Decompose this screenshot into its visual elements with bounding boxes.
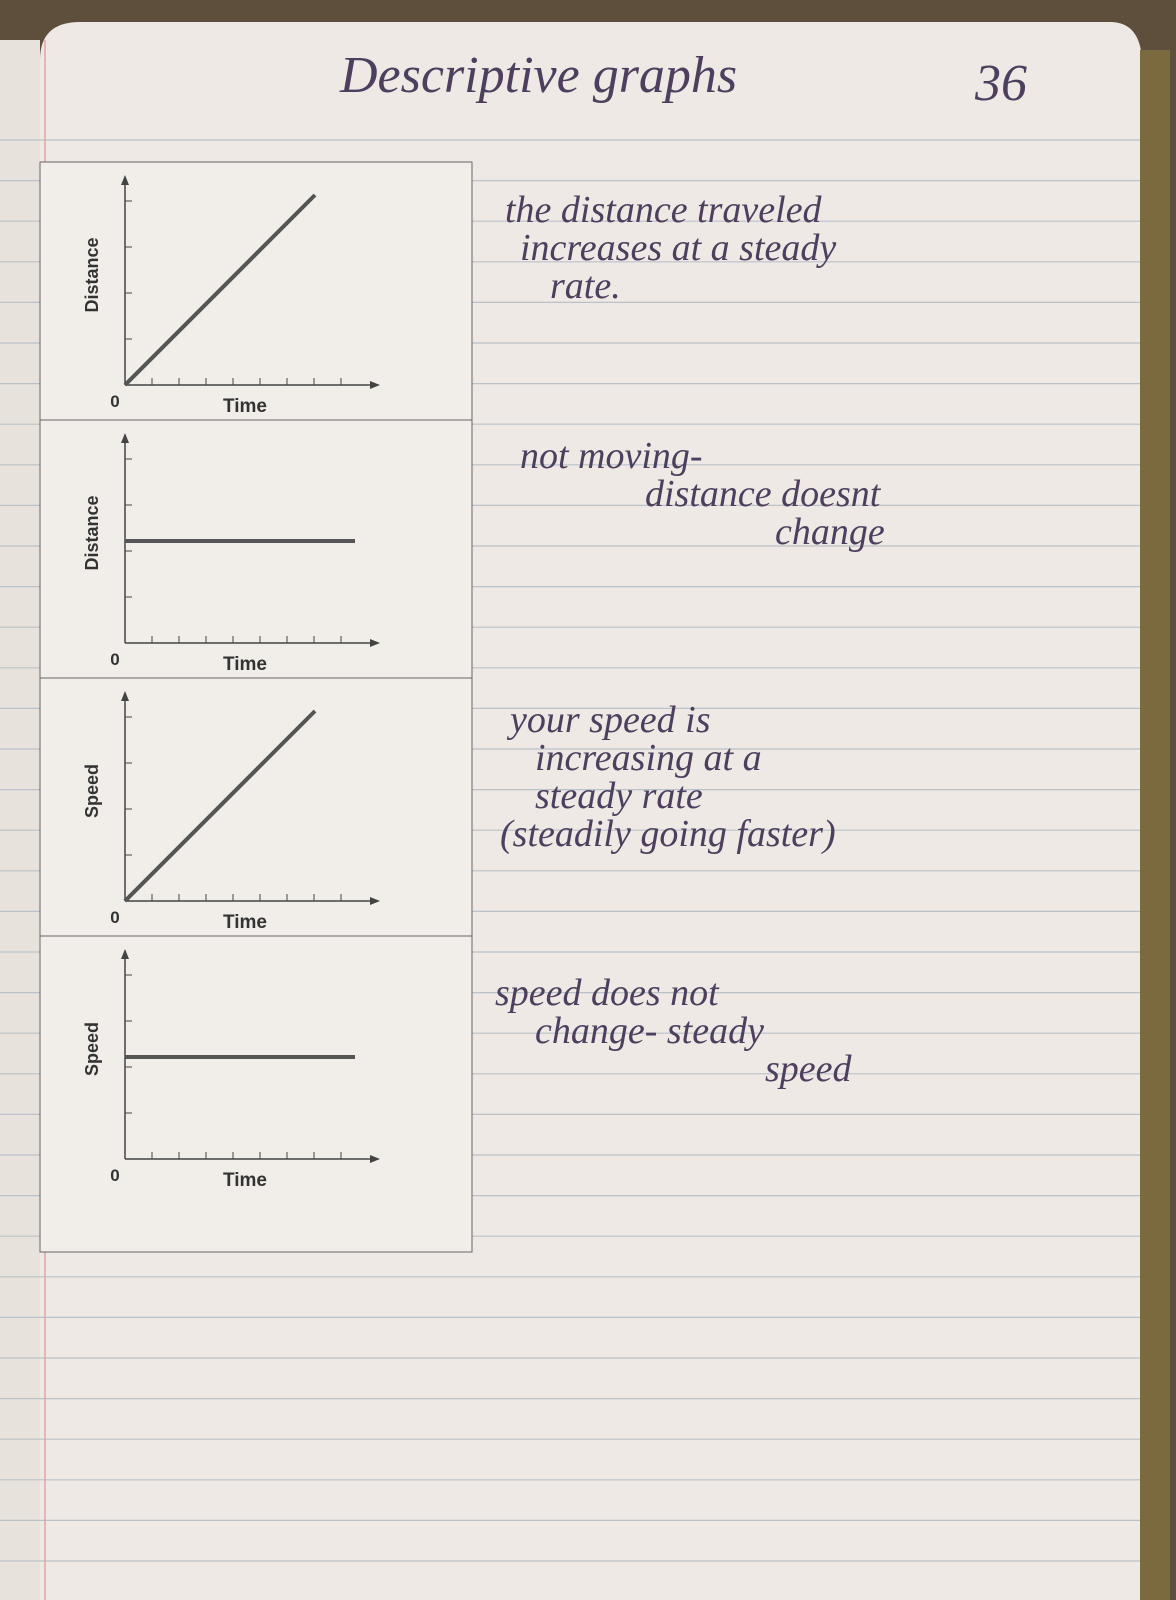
note-line: distance doesnt — [645, 473, 882, 515]
arrowhead — [370, 639, 380, 647]
arrowhead — [121, 175, 129, 185]
note-line: steady rate — [535, 775, 703, 817]
arrowhead — [370, 897, 380, 905]
arrowhead — [121, 949, 129, 959]
arrowhead — [370, 1155, 380, 1163]
note-line: change- steady — [535, 1010, 764, 1052]
y-axis-label: Distance — [82, 495, 102, 570]
note-line: change — [775, 511, 885, 553]
x-axis-label: Time — [223, 912, 267, 933]
y-axis-label: Speed — [82, 1022, 102, 1076]
note-line: not moving- — [520, 435, 703, 477]
arrowhead — [121, 433, 129, 443]
note-line: speed does not — [495, 972, 720, 1014]
note-line: the distance traveled — [505, 189, 823, 231]
graph-sheet: 0 Time Distance 0 Time Distance 0 Time Speed 0 Tim… — [39, 161, 473, 1253]
note-line: (steadily going faster) — [500, 813, 836, 855]
page-number: 36 — [974, 55, 1027, 112]
x-axis-label: Time — [223, 1170, 267, 1191]
graph-line — [123, 193, 317, 387]
notebook-edge — [1140, 50, 1170, 1600]
y-axis-label: Speed — [82, 764, 102, 818]
origin-label: 0 — [110, 908, 119, 927]
origin-label: 0 — [110, 1166, 119, 1185]
graph-line — [123, 709, 317, 903]
note-line: your speed is — [506, 699, 711, 741]
graph-sheet-bg — [39, 161, 473, 1253]
arrowhead — [121, 691, 129, 701]
arrowhead — [370, 381, 380, 389]
note-line: increases at a steady — [520, 227, 836, 269]
x-axis-label: Time — [223, 654, 267, 675]
note-line: rate. — [550, 265, 621, 307]
note-line: increasing at a — [535, 737, 762, 779]
x-axis-label: Time — [223, 396, 267, 417]
origin-label: 0 — [110, 650, 119, 669]
origin-label: 0 — [110, 392, 119, 411]
page-title: Descriptive graphs — [339, 47, 737, 104]
note-line: speed — [765, 1048, 853, 1090]
previous-page — [0, 40, 40, 1600]
y-axis-label: Distance — [82, 237, 102, 312]
